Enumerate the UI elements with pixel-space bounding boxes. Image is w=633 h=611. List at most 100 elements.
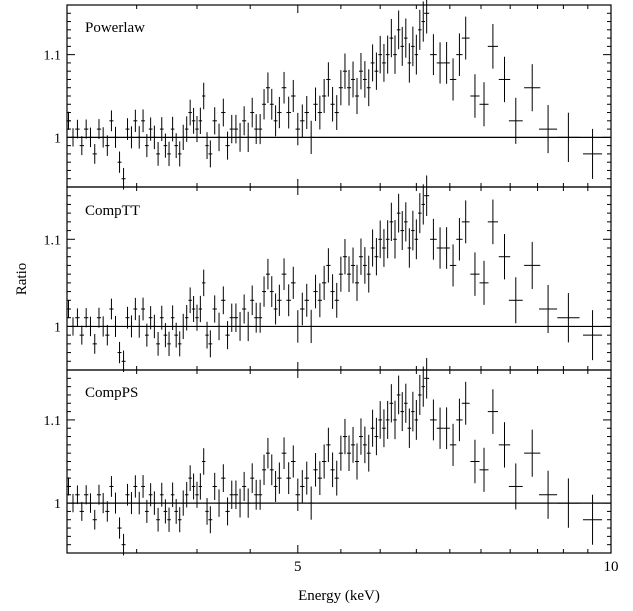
data-point	[208, 330, 213, 358]
data-point	[237, 312, 243, 341]
data-point	[141, 109, 145, 133]
data-point	[88, 493, 93, 513]
data-point	[216, 489, 222, 517]
data-point	[205, 498, 209, 525]
data-point	[358, 238, 363, 275]
data-point	[198, 107, 203, 134]
data-point	[498, 56, 511, 103]
data-point	[557, 478, 580, 528]
data-point	[461, 200, 470, 244]
data-point	[338, 256, 343, 292]
data-point	[148, 483, 153, 507]
data-point	[487, 199, 499, 245]
data-point	[250, 463, 255, 493]
data-point	[322, 444, 327, 479]
data-point	[212, 472, 217, 501]
data-point	[125, 118, 130, 140]
data-point	[121, 167, 126, 190]
data-point	[258, 479, 263, 510]
data-point	[385, 400, 390, 439]
data-point	[246, 122, 251, 153]
data-point	[286, 284, 291, 317]
data-point	[262, 454, 266, 485]
data-point	[174, 498, 178, 524]
data-point	[470, 439, 480, 484]
data-point	[75, 308, 80, 328]
data-point	[184, 116, 189, 142]
data-point	[170, 305, 175, 331]
data-point	[583, 494, 603, 545]
data-point	[407, 228, 412, 268]
data-point	[389, 202, 394, 241]
data-point	[295, 112, 301, 146]
y-axis-label: Ratio	[14, 263, 30, 296]
data-point	[414, 34, 419, 75]
data-point	[418, 374, 422, 415]
data-point	[524, 429, 541, 477]
data-point	[208, 506, 213, 534]
data-point	[221, 464, 226, 493]
data-point	[281, 71, 287, 104]
data-point	[133, 475, 138, 498]
panel-comptt: CompTT 1 1.1	[44, 175, 612, 373]
data-point	[449, 58, 457, 101]
data-point	[539, 105, 558, 154]
data-point	[539, 284, 558, 334]
data-point	[487, 24, 499, 69]
data-point	[269, 88, 274, 120]
data-point	[125, 306, 130, 329]
data-point	[393, 220, 397, 259]
data-point	[385, 220, 390, 259]
data-point	[414, 399, 419, 440]
data-point	[277, 96, 282, 129]
data-point	[188, 465, 192, 491]
data-point	[184, 482, 189, 508]
data-point	[250, 285, 255, 316]
data-point	[212, 107, 217, 135]
data-point	[101, 492, 106, 514]
data-point	[326, 248, 331, 283]
data-point	[461, 381, 470, 425]
data-point	[374, 238, 379, 276]
data-point	[461, 16, 470, 60]
data-point	[152, 125, 157, 150]
data-point	[202, 448, 206, 475]
data-point	[308, 486, 314, 520]
panel-powerlaw: Powerlaw 1 1.1	[44, 0, 612, 190]
data-point	[262, 89, 266, 120]
data-point	[334, 95, 339, 130]
data-point	[396, 375, 401, 415]
data-point	[322, 78, 327, 114]
panel-label: CompPS	[85, 385, 138, 401]
data-point	[273, 293, 278, 325]
y-tick-label-1.1: 1.1	[44, 49, 62, 64]
data-point	[181, 313, 185, 340]
data-point	[148, 306, 153, 330]
data-point	[389, 18, 394, 58]
data-point	[233, 303, 238, 332]
data-point	[404, 383, 408, 423]
data-point	[133, 109, 138, 132]
data-point	[84, 485, 89, 505]
data-point	[300, 292, 305, 326]
data-point	[449, 244, 457, 287]
data-point	[362, 247, 367, 284]
data-point	[229, 480, 234, 509]
data-point	[479, 82, 489, 127]
data-point	[382, 229, 386, 267]
data-point	[317, 461, 323, 496]
data-point	[117, 151, 122, 173]
data-point	[265, 437, 270, 469]
data-point	[105, 135, 110, 156]
data-point	[109, 110, 114, 132]
data-point	[265, 258, 270, 290]
data-point	[424, 358, 430, 399]
data-point	[290, 79, 296, 113]
data-point	[313, 274, 318, 309]
data-point	[195, 116, 199, 143]
data-point	[300, 470, 305, 503]
data-point	[177, 141, 182, 167]
data-point	[322, 265, 327, 300]
data-point	[109, 298, 114, 320]
data-point	[152, 314, 157, 339]
